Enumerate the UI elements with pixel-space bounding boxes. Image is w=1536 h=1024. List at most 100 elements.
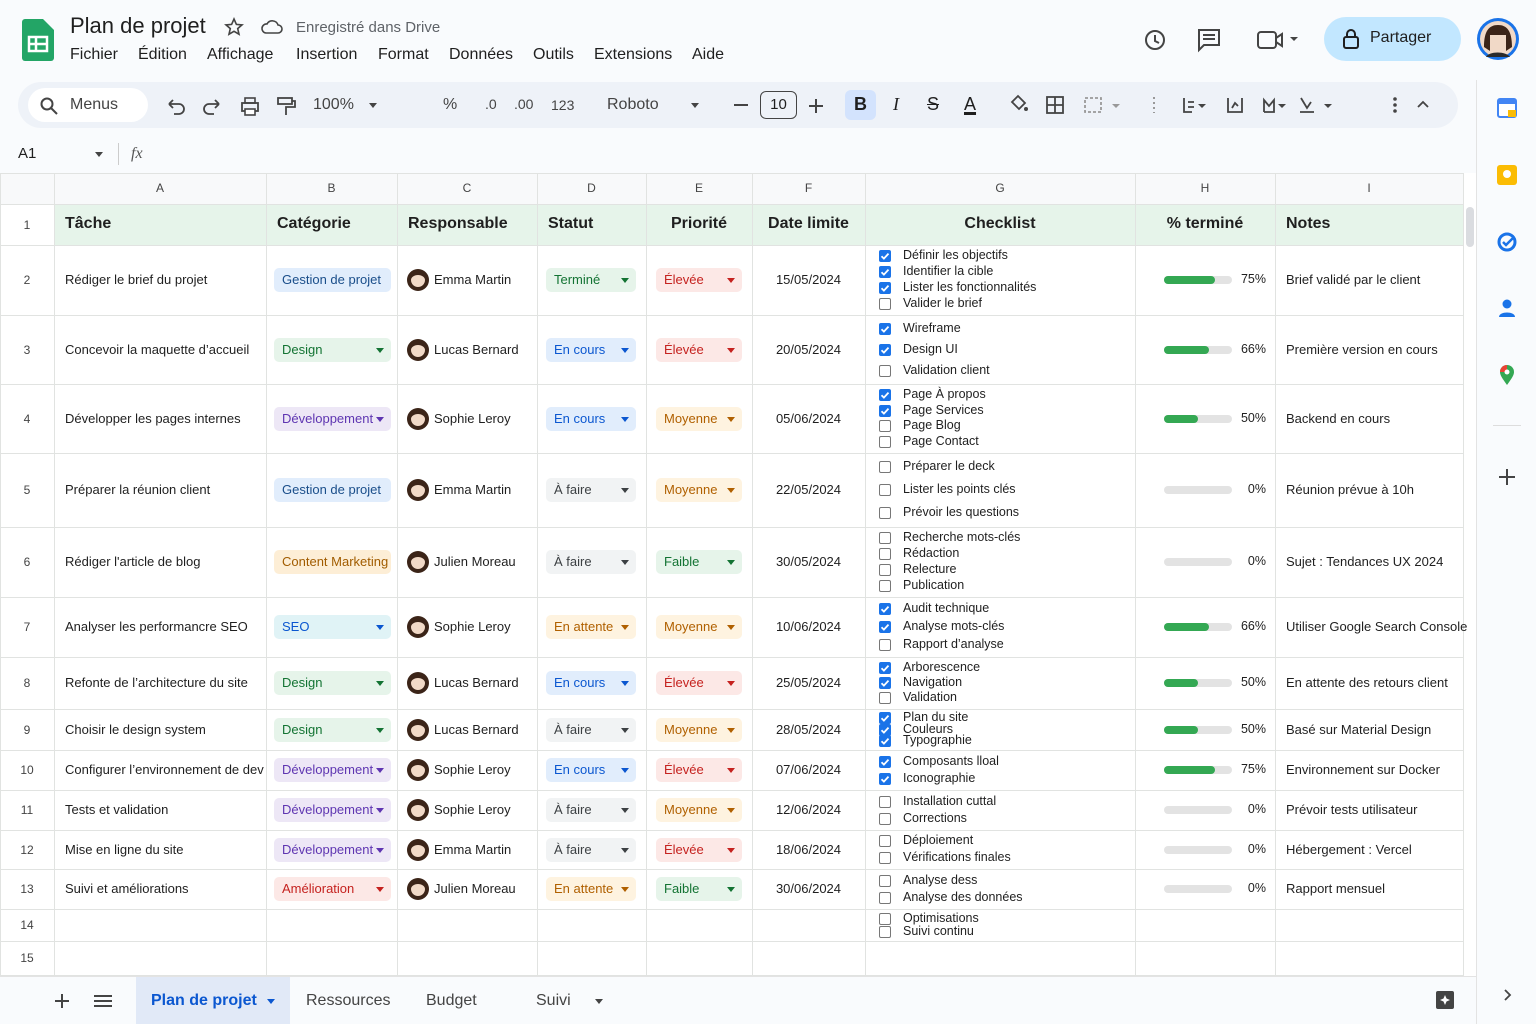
increase-decimal[interactable]: .00 xyxy=(514,96,534,112)
checkbox[interactable] xyxy=(879,364,891,377)
checkbox[interactable] xyxy=(879,461,891,474)
status-chip[interactable]: En attente xyxy=(546,615,636,639)
checkbox[interactable] xyxy=(879,343,891,356)
row-number[interactable]: 10 xyxy=(20,763,34,777)
status-chip[interactable]: En cours xyxy=(546,337,636,362)
row-number[interactable]: 8 xyxy=(23,676,31,690)
checkbox[interactable] xyxy=(879,755,891,768)
checkbox[interactable] xyxy=(879,723,891,736)
checkbox[interactable] xyxy=(879,925,891,938)
collapse-toolbar[interactable] xyxy=(1416,99,1430,109)
format-button[interactable]: A xyxy=(964,94,977,114)
checkbox[interactable] xyxy=(879,874,891,887)
status-chip[interactable]: En attente xyxy=(546,877,636,901)
keep-icon[interactable] xyxy=(1497,165,1517,187)
menu-item[interactable]: Affichage xyxy=(207,46,274,63)
font-size[interactable]: 10 xyxy=(760,91,797,119)
menu-item[interactable]: Édition xyxy=(138,46,187,63)
cloud-icon[interactable] xyxy=(260,18,284,36)
priority-chip[interactable]: Élevée xyxy=(656,337,742,362)
add-addon[interactable] xyxy=(1498,468,1516,486)
priority-chip[interactable]: Faible xyxy=(656,877,742,901)
format-button[interactable]: I xyxy=(893,94,899,114)
priority-chip[interactable]: Moyenne xyxy=(656,478,742,502)
checkbox[interactable] xyxy=(879,250,891,262)
sheet-grid[interactable]: A B C D E F G H I 1 2 3 4 5 6 7 8 9 10 11 12 13 14 15 Tâche Catég… xyxy=(0,173,1476,976)
checkbox[interactable] xyxy=(879,891,891,904)
priority-chip[interactable]: Moyenne xyxy=(656,406,742,431)
column-letter[interactable]: E xyxy=(694,181,703,195)
row-number[interactable]: 5 xyxy=(23,483,31,497)
checkbox[interactable] xyxy=(879,772,891,785)
explore-icon[interactable] xyxy=(1436,991,1456,1011)
number-format[interactable]: 123 xyxy=(551,97,575,113)
cell-reference[interactable]: A1 xyxy=(18,145,37,162)
sheets-logo[interactable] xyxy=(22,19,54,61)
checkbox[interactable] xyxy=(879,266,891,278)
checkbox[interactable] xyxy=(879,436,891,449)
checkbox[interactable] xyxy=(879,621,891,633)
row-number[interactable]: 12 xyxy=(20,842,34,857)
checkbox[interactable] xyxy=(879,661,891,674)
category-chip[interactable]: Développement xyxy=(274,406,391,431)
checkbox[interactable] xyxy=(879,735,891,748)
menu-item[interactable]: Insertion xyxy=(296,46,358,63)
sheet-tab[interactable]: Ressources xyxy=(290,977,410,1024)
category-chip[interactable]: Design xyxy=(274,671,391,695)
bold-active[interactable] xyxy=(845,90,876,120)
font-size-increase[interactable] xyxy=(808,98,824,114)
priority-chip[interactable]: Élevée xyxy=(656,671,742,695)
checkbox[interactable] xyxy=(879,580,891,592)
star-icon[interactable] xyxy=(224,17,244,37)
category-chip[interactable]: Design xyxy=(274,337,391,362)
format-button[interactable]: B xyxy=(854,94,867,114)
zoom[interactable]: 100% xyxy=(313,96,354,113)
checkbox[interactable] xyxy=(879,603,891,615)
add-sheet[interactable] xyxy=(54,993,70,1009)
account-avatar[interactable] xyxy=(1476,17,1520,61)
row-number[interactable]: 11 xyxy=(20,803,34,817)
status-chip[interactable]: En cours xyxy=(546,758,636,782)
checkbox[interactable] xyxy=(879,639,891,651)
checkbox[interactable] xyxy=(879,506,891,519)
category-chip[interactable]: Content Marketing xyxy=(274,550,391,574)
row-number[interactable]: 15 xyxy=(20,951,34,965)
status-chip[interactable]: À faire xyxy=(546,798,636,822)
format-button[interactable]: S xyxy=(927,94,940,114)
column-letter[interactable]: H xyxy=(1200,181,1210,195)
checkbox[interactable] xyxy=(879,677,891,689)
priority-chip[interactable]: Élevée xyxy=(656,837,742,862)
checkbox[interactable] xyxy=(879,420,891,433)
menu-item[interactable]: Outils xyxy=(533,46,574,63)
share-button[interactable]: Partager xyxy=(1324,17,1461,61)
sheet-tab[interactable]: Plan de projet xyxy=(136,977,290,1024)
checkbox[interactable] xyxy=(879,548,891,560)
row-number[interactable]: 13 xyxy=(20,882,34,896)
status-chip[interactable]: À faire xyxy=(546,837,636,862)
priority-chip[interactable]: Moyenne xyxy=(656,615,742,639)
expand-panel[interactable] xyxy=(1503,988,1513,1002)
checkbox[interactable] xyxy=(879,812,891,825)
priority-chip[interactable]: Élevée xyxy=(656,758,742,782)
status-chip[interactable]: En cours xyxy=(546,406,636,431)
row-number[interactable]: 7 xyxy=(23,620,31,634)
search-menus[interactable]: Menus xyxy=(28,88,148,122)
meet-icon[interactable] xyxy=(1256,28,1302,52)
column-letter[interactable]: G xyxy=(995,181,1005,195)
checkbox[interactable] xyxy=(879,322,891,335)
contacts-icon[interactable] xyxy=(1497,298,1517,318)
toolbar-icons-right[interactable] xyxy=(1008,94,1428,118)
checkbox[interactable] xyxy=(879,404,891,417)
calendar-icon[interactable] xyxy=(1497,98,1517,118)
checkbox[interactable] xyxy=(879,692,891,705)
category-chip[interactable]: SEO xyxy=(274,615,391,639)
sheet-tab[interactable]: Budget xyxy=(410,977,520,1024)
checkbox[interactable] xyxy=(879,298,891,310)
column-letter[interactable]: B xyxy=(327,181,336,195)
checkbox[interactable] xyxy=(879,851,891,864)
status-chip[interactable]: À faire xyxy=(546,717,636,742)
history-icon[interactable] xyxy=(1142,27,1168,53)
status-chip[interactable]: À faire xyxy=(546,478,636,502)
checkbox[interactable] xyxy=(879,282,891,294)
category-chip[interactable]: Développement xyxy=(274,837,391,862)
